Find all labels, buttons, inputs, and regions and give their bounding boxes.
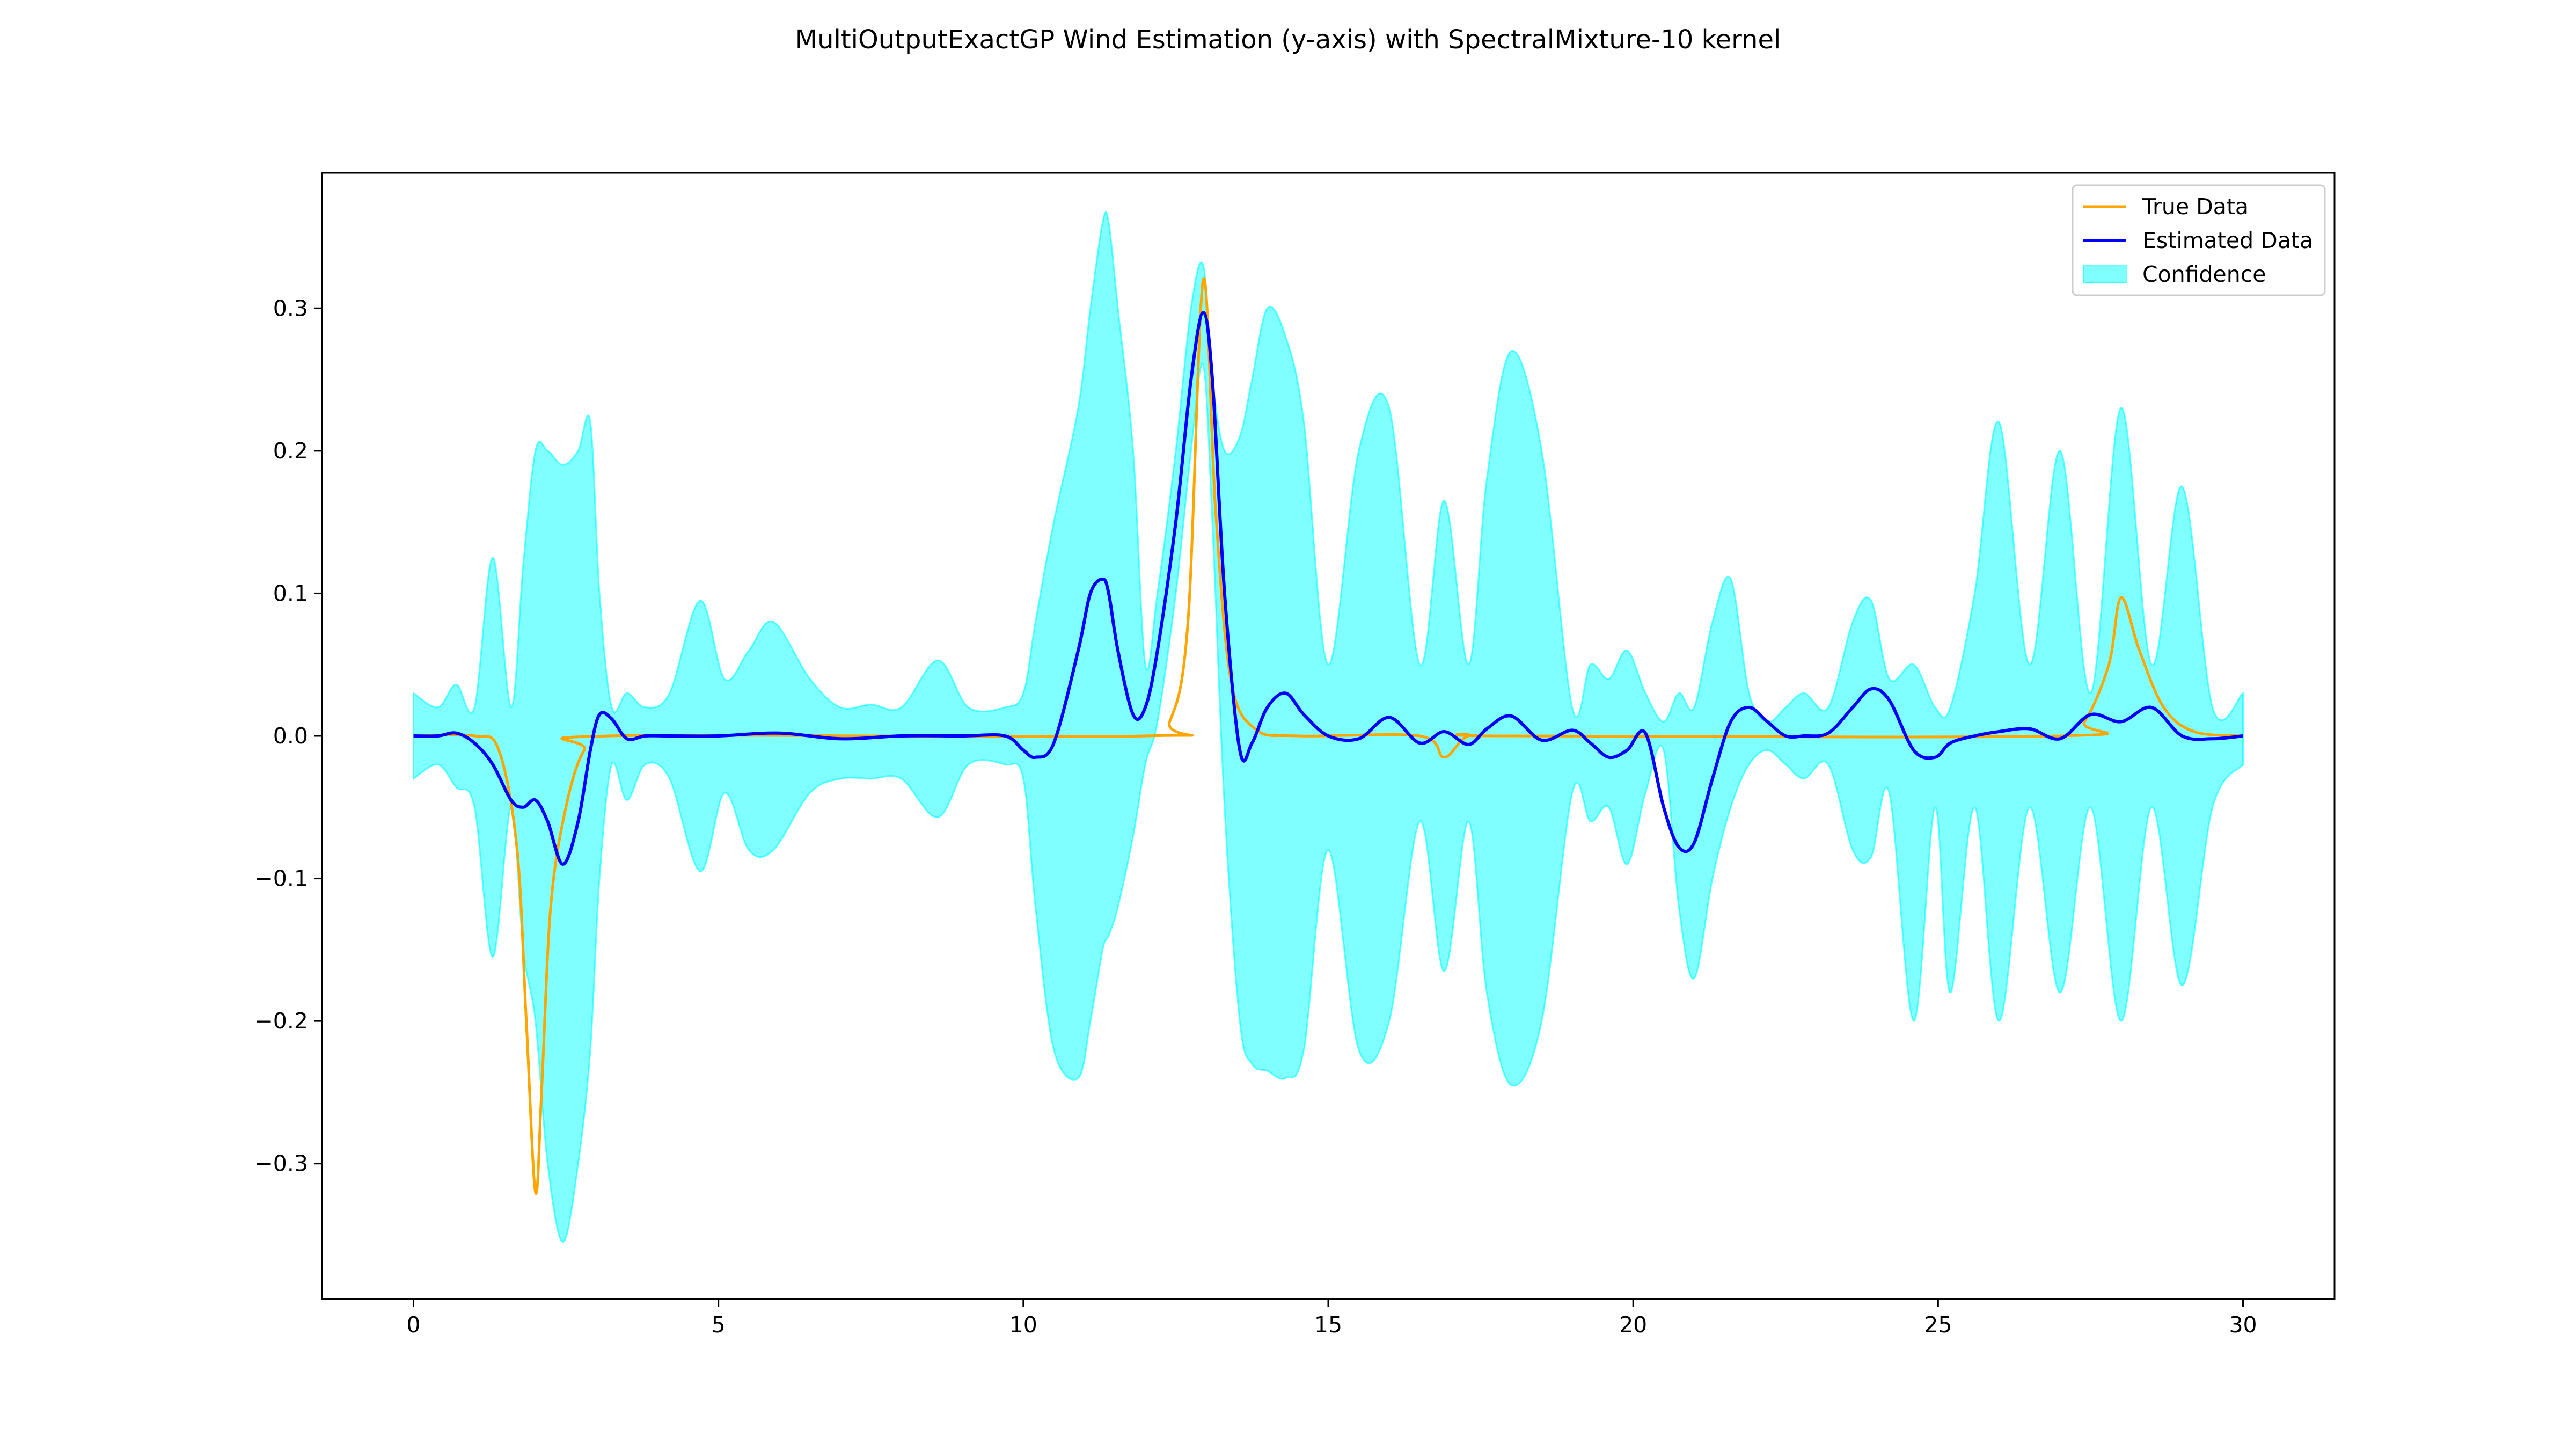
x-tick-label: 25 [1924, 1312, 1952, 1338]
legend: True Data Estimated Data Confidence [2072, 184, 2326, 296]
y-tick-label: 0.2 [273, 438, 308, 464]
y-axis: −0.3 −0.2 −0.1 0.0 0.1 0.2 0.3 [254, 295, 322, 1177]
y-tick-label: −0.2 [254, 1008, 308, 1034]
y-tick-label: −0.1 [254, 866, 308, 892]
legend-item-confidence: Confidence [2142, 261, 2266, 287]
estimated-data-line [413, 311, 2243, 866]
x-tick-label: 15 [1314, 1312, 1342, 1338]
x-tick-label: 10 [1009, 1312, 1037, 1338]
y-tick-label: −0.3 [254, 1151, 308, 1177]
x-axis: 0 5 10 15 20 25 30 [406, 1299, 2257, 1338]
legend-box [2072, 184, 2326, 296]
x-tick-label: 30 [2229, 1312, 2257, 1338]
y-tick-label: 0.3 [273, 295, 308, 321]
x-tick-label: 0 [406, 1312, 420, 1338]
legend-item-estimated-data: Estimated Data [2142, 228, 2313, 253]
x-tick-label: 20 [1619, 1312, 1647, 1338]
legend-item-true-data: True Data [2142, 194, 2249, 220]
y-tick-label: 0.0 [273, 723, 308, 749]
chart-title: MultiOutputExactGP Wind Estimation (y-ax… [795, 25, 1781, 55]
x-tick-label: 5 [712, 1312, 726, 1338]
legend-swatch-confidence [2083, 265, 2127, 283]
plot-area [413, 211, 2244, 1243]
confidence-band [413, 211, 2244, 1243]
true-data-line [413, 277, 2243, 1195]
y-tick-label: 0.1 [273, 580, 308, 606]
